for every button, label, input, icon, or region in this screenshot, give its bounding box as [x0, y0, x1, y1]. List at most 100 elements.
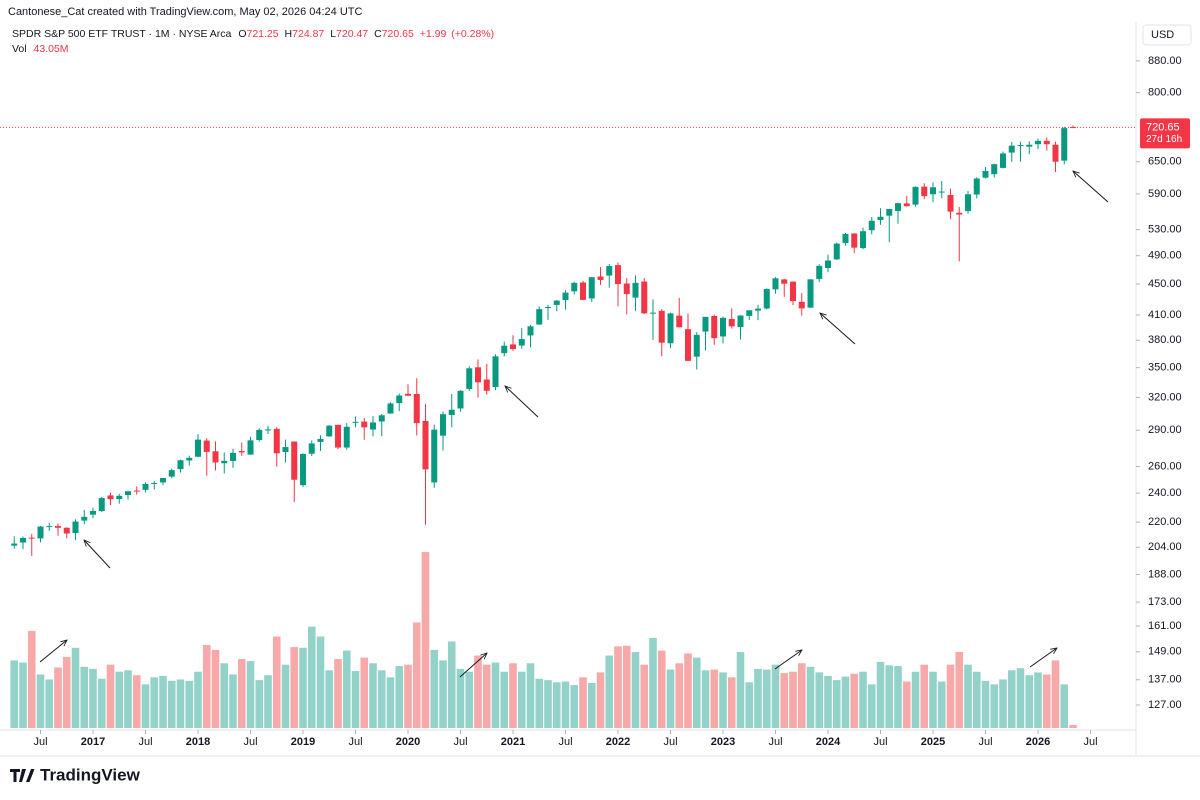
- volume-bar: [1025, 675, 1034, 728]
- candle-body: [81, 516, 88, 521]
- volume-bar: [62, 656, 71, 728]
- candle-body: [326, 425, 333, 437]
- candle-body: [361, 421, 368, 428]
- volume-bar: [10, 660, 19, 728]
- volume-bar: [36, 674, 45, 728]
- candle-body: [825, 260, 831, 269]
- candle-body: [107, 495, 114, 500]
- volume-bar: [360, 657, 369, 728]
- volume-bar: [972, 671, 981, 728]
- y-tick-label: 188.00: [1148, 568, 1182, 580]
- candle-body: [265, 429, 271, 431]
- candle-body: [615, 265, 621, 285]
- candle-body: [720, 317, 726, 337]
- candle-body: [352, 421, 359, 423]
- candle-body: [20, 537, 26, 543]
- x-tick-label: 2024: [816, 736, 841, 748]
- y-tick-label: 161.00: [1148, 620, 1182, 632]
- candle-body: [632, 282, 639, 298]
- candle-body: [1070, 127, 1076, 129]
- volume-bar: [124, 670, 132, 728]
- volume-bar: [587, 682, 596, 728]
- candle-body: [982, 170, 989, 178]
- arrow: [820, 313, 856, 345]
- candle-body: [886, 209, 893, 216]
- candle-body: [448, 409, 455, 415]
- volume-bar: [404, 664, 412, 728]
- volume-bar: [946, 664, 955, 728]
- candle-body: [667, 313, 674, 344]
- change-pct: (+0.28%): [451, 28, 494, 40]
- candle-body: [1035, 140, 1041, 145]
- volume-bar: [710, 669, 719, 728]
- volume-bar: [500, 671, 509, 728]
- volume-bar: [456, 668, 465, 728]
- candle-body: [483, 379, 490, 391]
- volume-bar: [71, 647, 80, 728]
- y-tick-label: 127.00: [1148, 699, 1182, 711]
- volume-bar: [684, 653, 692, 728]
- candle-body: [1000, 153, 1006, 168]
- legend-header: SPDR S&P 500 ETF TRUST · 1M · NYSE Arca …: [12, 28, 494, 40]
- volume-bar: [325, 670, 334, 728]
- candle-body: [763, 289, 770, 309]
- volume-bar: [421, 552, 430, 728]
- volume-bar: [395, 666, 404, 728]
- candle-body: [466, 368, 473, 389]
- y-tick-label: 410.00: [1148, 309, 1182, 321]
- volume-bar: [167, 680, 176, 728]
- volume-bar: [981, 680, 990, 728]
- x-tick-label: 2019: [291, 736, 315, 748]
- candle-body: [562, 292, 569, 301]
- arrow: [459, 653, 487, 678]
- candle-body: [28, 537, 35, 539]
- volume-bar: [281, 664, 290, 728]
- candle-body: [37, 526, 44, 539]
- volume-bar: [701, 670, 710, 728]
- candle-body: [221, 460, 228, 464]
- y-tick-label: 204.00: [1148, 541, 1182, 553]
- volume-bar: [876, 661, 885, 728]
- volume-bar: [754, 668, 762, 728]
- volume-bar: [517, 671, 526, 728]
- candle-body: [405, 393, 411, 396]
- volume-bar: [465, 671, 474, 728]
- volume-bar: [115, 671, 124, 728]
- volume-bar: [237, 659, 246, 728]
- candle-body: [973, 178, 980, 195]
- volume-bar: [850, 673, 859, 728]
- currency-button[interactable]: [1142, 24, 1192, 46]
- y-tick-label: 880.00: [1148, 55, 1182, 67]
- volume-bar: [264, 675, 272, 728]
- candle-body: [370, 422, 376, 430]
- candle-body: [510, 344, 516, 350]
- volume-bar: [369, 663, 377, 728]
- volume-bar: [255, 680, 264, 728]
- candle-body: [956, 212, 963, 215]
- volume-bar: [859, 671, 867, 728]
- candle-body: [125, 491, 131, 495]
- currency[interactable]: USD: [1151, 29, 1174, 41]
- volume-bar: [80, 666, 89, 728]
- y-tick-label: 149.00: [1148, 646, 1182, 658]
- candle-body: [1061, 128, 1068, 161]
- candle-body: [378, 415, 385, 422]
- y-tick-label: 590.00: [1148, 188, 1182, 200]
- volume-bar: [911, 671, 920, 728]
- volume-bar: [675, 663, 684, 728]
- volume-bar: [771, 664, 780, 728]
- candle-body: [422, 420, 429, 470]
- volume-bar: [649, 637, 657, 728]
- candle-body: [518, 339, 525, 346]
- y-tick-label: 350.00: [1148, 362, 1182, 374]
- candle-body: [195, 439, 201, 457]
- candle-body: [606, 266, 613, 276]
- x-tick-label: Jul: [138, 736, 152, 748]
- volume-bar: [657, 650, 666, 728]
- candle-body: [151, 482, 158, 484]
- candle-body: [571, 282, 578, 292]
- x-tick-label: Jul: [663, 736, 677, 748]
- candle-body: [273, 428, 280, 454]
- volume-bar: [447, 641, 456, 728]
